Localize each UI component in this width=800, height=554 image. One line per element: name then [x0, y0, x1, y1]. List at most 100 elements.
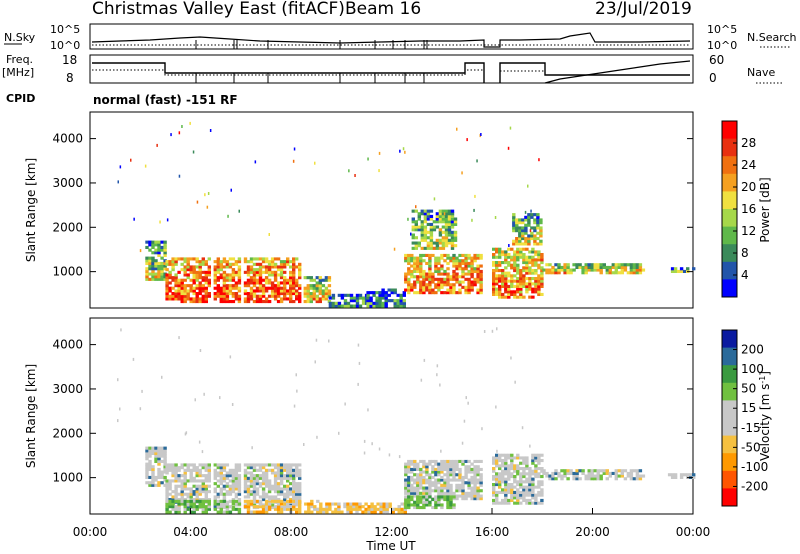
heatmap-cell: [449, 500, 453, 504]
heatmap-cell: [461, 475, 465, 479]
heatmap-cell: [399, 293, 403, 297]
heatmap-cell: [207, 499, 211, 503]
heatmap-cell: [364, 507, 368, 511]
heatmap-cell: [516, 464, 520, 468]
heatmap-cell: [557, 474, 561, 478]
heatmap-cell: [225, 476, 230, 480]
heatmap-cell: [201, 257, 205, 261]
heatmap-cell: [548, 477, 552, 481]
heatmap-cell: [243, 474, 248, 478]
heatmap-cell: [249, 276, 254, 280]
heatmap-cell: [525, 480, 529, 484]
heatmap-cell: [384, 293, 388, 297]
heatmap-cell: [160, 269, 164, 273]
heatmap-cell: [358, 507, 362, 511]
heatmap-cell: [425, 277, 429, 281]
heatmap-cell: [337, 502, 341, 506]
heatmap-cell: [289, 286, 293, 290]
heatmap-cell: [157, 483, 161, 487]
heatmap-cell: [569, 268, 573, 272]
heatmap-cell: [528, 284, 532, 288]
heatmap-cell: [231, 499, 236, 503]
heatmap-cell: [599, 474, 603, 478]
heatmap-cell: [396, 293, 400, 297]
heatmap-cell: [264, 281, 269, 285]
heatmap-cell: [444, 238, 449, 242]
heatmap-cell: [315, 284, 319, 288]
heatmap-cell: [504, 277, 508, 281]
heatmap-cell: [151, 449, 155, 453]
heatmap-cell: [325, 510, 329, 514]
heatmap-cell: [264, 278, 269, 282]
heatmap-cell: [252, 505, 257, 509]
heatmap-cell: [429, 217, 434, 221]
heatmap-cell: [165, 498, 169, 502]
heatmap-cell: [243, 499, 248, 503]
heatmap-cell: [279, 499, 284, 503]
heatmap-cell: [355, 304, 360, 308]
heatmap-cell: [518, 231, 522, 235]
heatmap-cell: [534, 485, 538, 489]
heatmap-cell: [638, 469, 643, 473]
heatmap-cell: [279, 482, 284, 486]
heatmap-cell: [431, 506, 435, 510]
heatmap-cell: [364, 502, 368, 506]
heatmap-cell: [192, 479, 196, 483]
heatmap-cell: [407, 291, 411, 295]
heatmap-cell: [276, 499, 281, 503]
heatmap-cell: [213, 474, 217, 478]
heatmap-cell: [540, 269, 544, 273]
heatmap-cell: [249, 484, 254, 488]
heatmap-cell: [455, 267, 459, 271]
heatmap-cell: [431, 465, 435, 469]
heatmap-cell: [527, 242, 531, 246]
heatmap-cell: [443, 259, 447, 263]
heatmap-cell: [446, 277, 450, 281]
heatmap-cell: [174, 463, 178, 467]
heatmap-cell: [292, 490, 296, 494]
heatmap-cell: [431, 288, 435, 292]
heatmap-cell: [554, 469, 558, 473]
heatmap-cell: [560, 469, 564, 473]
heatmap-cell: [443, 272, 447, 276]
heatmap-cell: [495, 266, 499, 270]
heatmap-cell: [599, 265, 603, 269]
heatmap-cell: [510, 247, 514, 251]
heatmap-cell: [464, 253, 468, 257]
heatmap-cell: [163, 451, 167, 455]
heatmap-cell: [165, 276, 169, 280]
heatmap-cell: [396, 304, 400, 308]
heatmap-cell: [429, 236, 434, 240]
heatmap-cell: [228, 490, 233, 494]
heatmap-cell: [180, 466, 184, 470]
heatmap-cell: [298, 286, 302, 290]
heatmap-cell: [219, 487, 223, 491]
heatmap-cell: [328, 304, 333, 308]
colorbar-tick-label: 15: [741, 401, 756, 415]
heatmap-cell: [519, 292, 523, 296]
heatmap-cell: [446, 459, 450, 463]
heatmap-cell: [204, 278, 208, 282]
heatmap-cell: [476, 253, 480, 257]
heatmap-cell: [407, 256, 411, 260]
heatmap-cell: [183, 294, 187, 298]
heatmap-cell: [458, 291, 462, 295]
heatmap-cell: [198, 289, 202, 293]
heatmap-cell: [292, 292, 296, 296]
heatmap-cell: [234, 492, 239, 496]
heatmap-cell: [495, 456, 499, 460]
heatmap-cell: [416, 269, 420, 273]
heatmap-cell: [476, 272, 480, 276]
heatmap-cell: [516, 488, 520, 492]
heatmap-cell: [404, 256, 408, 260]
heatmap-cell: [428, 269, 432, 273]
heatmap-cell: [470, 280, 474, 284]
heatmap-cell: [198, 471, 202, 475]
heatmap-cell: [207, 466, 211, 470]
heatmap-cell: [437, 498, 441, 502]
heatmap-cell: [404, 259, 408, 263]
heatmap-cell: [548, 271, 552, 275]
heatmap-cell: [507, 263, 511, 267]
heatmap-cell: [243, 284, 248, 288]
heatmap-cell: [154, 446, 158, 450]
